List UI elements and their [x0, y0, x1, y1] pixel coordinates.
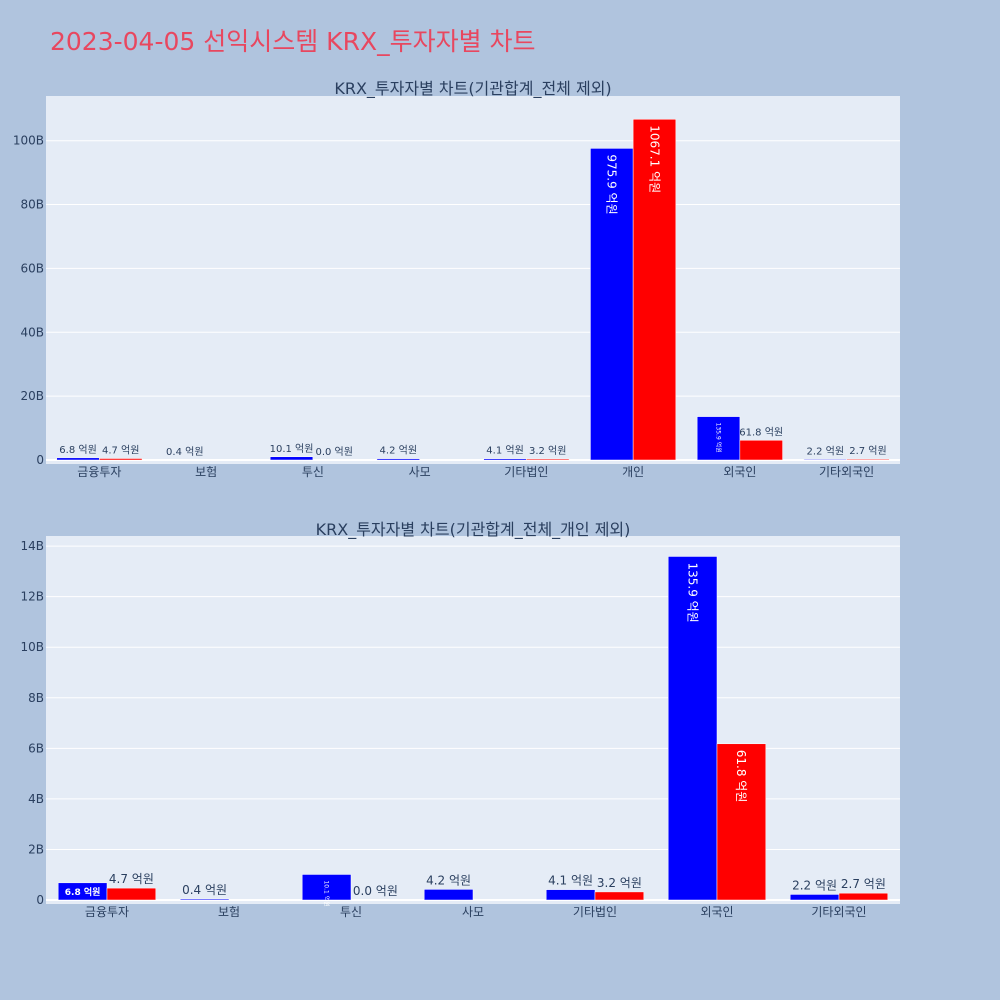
chart-title: KRX_투자자별 차트(기관합계_전체_개인 제외) — [316, 520, 631, 540]
data-label: 0.0 억원 — [315, 446, 352, 458]
data-label: 0.4 억원 — [166, 446, 203, 458]
bar — [739, 440, 783, 461]
x-tick-label: 외국인 — [723, 465, 756, 479]
y-tick-label: 60B — [20, 261, 44, 275]
data-label: 6.8 억원 — [59, 444, 96, 456]
bar — [99, 458, 143, 461]
data-label: 975.9 억원 — [605, 154, 619, 214]
y-tick-label: 2B — [28, 842, 44, 856]
data-label: 3.2 억원 — [529, 445, 566, 457]
x-tick-label: 사모 — [462, 905, 484, 919]
x-tick-label: 투신 — [302, 465, 324, 479]
y-tick-label: 20B — [20, 389, 44, 403]
y-tick-label: 4B — [28, 792, 44, 806]
x-tick-label: 기타외국인 — [819, 465, 874, 479]
data-label: 10.1 억원 — [323, 880, 331, 906]
bar — [545, 889, 596, 901]
plot-area — [46, 536, 900, 904]
data-label: 1067.1 억원 — [647, 125, 661, 193]
y-tick-label: 12B — [20, 590, 44, 604]
data-label: 4.2 억원 — [380, 445, 417, 457]
x-tick-label: 보험 — [195, 465, 217, 479]
plot-area — [46, 96, 900, 464]
data-label: 61.8 억원 — [734, 750, 748, 803]
bar — [716, 743, 767, 901]
bar — [423, 889, 474, 901]
data-label: 4.2 억원 — [426, 873, 471, 887]
bar — [301, 874, 352, 901]
data-label: 2.2 억원 — [792, 878, 837, 892]
bar — [803, 459, 847, 461]
bar — [526, 458, 570, 461]
bar — [667, 556, 718, 901]
data-label: 10.1 억원 — [270, 443, 314, 455]
chart-1: 0 20B 40B 60B 80B 100B KRX_투자자별 차트(기관합계_전체 제외)… — [13, 79, 900, 479]
y-tick-label: 0 — [36, 893, 44, 907]
data-label: 135.9 억원 — [685, 562, 699, 622]
bar — [838, 892, 889, 901]
data-label: 2.7 억원 — [841, 877, 886, 891]
chart-2: 0 2B 4B 6B 8B 10B 12B 14B KRX_투자자별 차트(기관합계_전체_개인… — [20, 520, 900, 919]
chart-title: KRX_투자자별 차트(기관합계_전체 제외) — [334, 79, 611, 99]
data-label: 4.7 억원 — [102, 444, 139, 456]
y-tick-label: 80B — [20, 198, 44, 212]
bar — [269, 456, 314, 461]
y-tick-label: 8B — [28, 691, 44, 705]
bar — [179, 898, 230, 901]
x-tick-label: 금융투자 — [85, 905, 129, 919]
x-tick-label: 기타법인 — [504, 465, 548, 479]
bar — [106, 887, 157, 901]
bar — [846, 458, 890, 461]
data-label: 4.1 억원 — [486, 445, 523, 457]
bar — [376, 458, 420, 461]
bar — [632, 119, 677, 461]
bar — [696, 416, 741, 461]
page-title: 2023-04-05 선익시스템 KRX_투자자별 차트 — [50, 27, 536, 56]
y-tick-label: 6B — [28, 741, 44, 755]
data-label: 135.9 억원 — [714, 423, 722, 453]
data-label: 6.8 억원 — [65, 886, 101, 898]
x-tick-label: 개인 — [622, 465, 644, 479]
bar — [56, 457, 100, 461]
data-label: 4.7 억원 — [109, 872, 154, 886]
x-tick-label: 금융투자 — [77, 465, 121, 479]
x-tick-label: 투신 — [340, 905, 362, 919]
bar — [483, 458, 527, 461]
data-label: 61.8 억원 — [739, 426, 783, 438]
data-label: 2.2 억원 — [807, 445, 844, 457]
x-tick-label: 외국인 — [700, 905, 733, 919]
data-label: 4.1 억원 — [548, 874, 593, 888]
y-tick-label: 100B — [13, 134, 44, 148]
x-tick-label: 기타법인 — [573, 905, 617, 919]
x-tick-label: 기타외국인 — [811, 905, 866, 919]
data-label: 0.0 억원 — [353, 884, 398, 898]
data-label: 2.7 억원 — [849, 445, 886, 457]
y-tick-label: 10B — [20, 640, 44, 654]
data-label: 3.2 억원 — [597, 876, 642, 890]
y-tick-label: 0 — [36, 453, 44, 467]
y-tick-label: 40B — [20, 325, 44, 339]
y-tick-label: 14B — [20, 539, 44, 553]
bar — [594, 891, 645, 901]
bar — [789, 894, 840, 901]
data-label: 0.4 억원 — [182, 883, 227, 897]
x-tick-label: 보험 — [218, 905, 240, 919]
x-tick-label: 사모 — [409, 465, 431, 479]
